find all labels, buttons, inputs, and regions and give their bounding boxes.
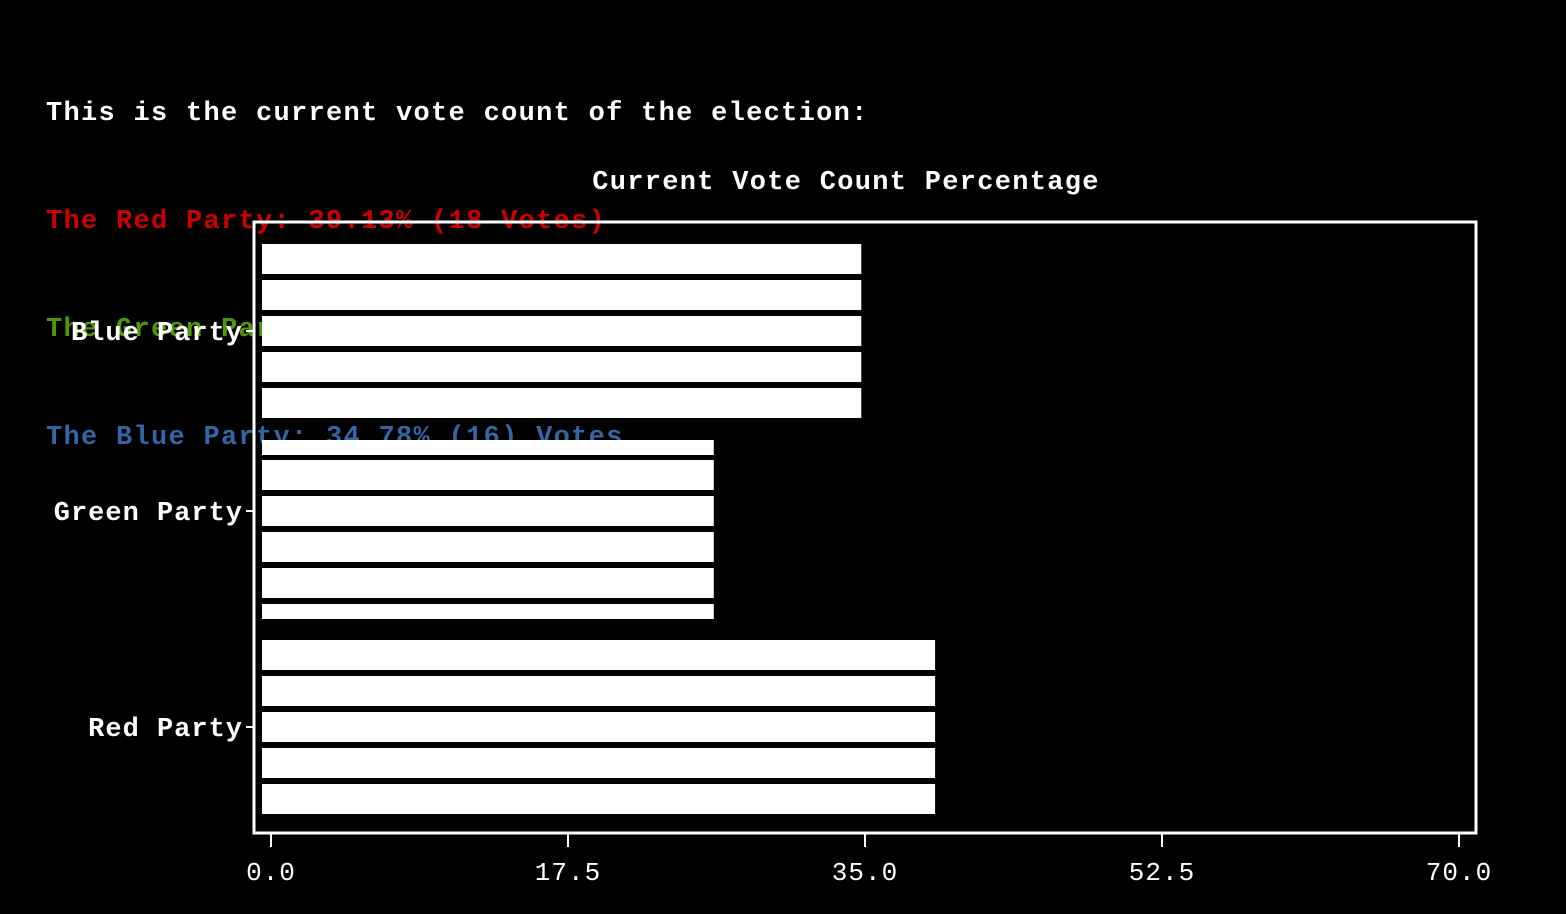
bar-green-party-segment-6: [262, 604, 714, 619]
bar-blue-party-segment-3: [262, 316, 862, 346]
bar-blue-party-segment-4: [262, 352, 862, 382]
y-label-blue-party: Blue Party: [71, 319, 243, 349]
x-tick-label-3: 52.5: [1129, 858, 1195, 888]
bar-green-party-segment-1: [262, 440, 714, 455]
x-tick-label-2: 35.0: [832, 858, 898, 888]
bar-blue-party-segment-1: [262, 244, 862, 274]
bar-blue-party-segment-5: [262, 388, 862, 418]
x-tick-label-0: 0.0: [246, 858, 296, 888]
y-label-red-party: Red Party: [88, 715, 243, 745]
y-label-green-party: Green Party: [54, 499, 243, 529]
bar-green-party-segment-5: [262, 568, 714, 598]
bar-red-party-segment-4: [262, 748, 936, 778]
bar-blue-party-segment-2: [262, 280, 862, 310]
bar-green-party-segment-2: [262, 460, 714, 490]
bar-red-party-segment-2: [262, 676, 936, 706]
bar-red-party-segment-3: [262, 712, 936, 742]
bars-group: [262, 244, 936, 814]
chart-title: Current Vote Count Percentage: [592, 168, 1100, 198]
bar-red-party-segment-5: [262, 784, 936, 814]
y-axis: Red Party Green Party Blue Party: [54, 319, 254, 745]
x-tick-label-4: 70.0: [1426, 858, 1492, 888]
bar-red-party-segment-1: [262, 640, 936, 670]
bar-green-party-segment-4: [262, 532, 714, 562]
x-tick-label-1: 17.5: [535, 858, 601, 888]
x-axis: 0.0 17.5 35.0 52.5 70.0: [246, 833, 1492, 888]
bar-green-party-segment-3: [262, 496, 714, 526]
header-line: This is the current vote count of the el…: [46, 99, 869, 129]
